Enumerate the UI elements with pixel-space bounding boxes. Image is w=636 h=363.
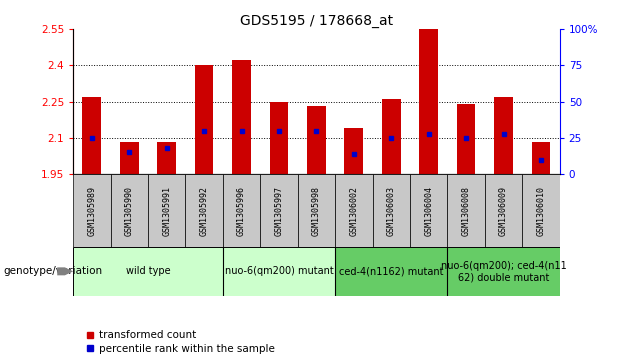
Text: GSM1306009: GSM1306009 [499,185,508,236]
Bar [195,65,214,174]
Text: nuo-6(qm200) mutant: nuo-6(qm200) mutant [225,266,333,276]
Text: ced-4(n1162) mutant: ced-4(n1162) mutant [339,266,443,276]
Bar [447,174,485,247]
Bar [120,142,139,174]
Text: wild type: wild type [126,266,170,276]
Bar [335,174,373,247]
Bar [186,174,223,247]
Bar [522,174,560,247]
Text: GSM1306010: GSM1306010 [537,185,546,236]
Text: GSM1305991: GSM1305991 [162,185,171,236]
Bar [111,174,148,247]
Bar [345,128,363,174]
Bar [335,247,447,296]
Bar [223,247,335,296]
Bar [307,106,326,174]
Bar [447,247,560,296]
Bar [485,174,522,247]
Bar [494,97,513,174]
Legend: transformed count, percentile rank within the sample: transformed count, percentile rank withi… [81,326,279,358]
Text: GSM1306003: GSM1306003 [387,185,396,236]
Text: GSM1305992: GSM1305992 [200,185,209,236]
Bar [232,61,251,174]
Bar [73,247,223,296]
Text: GSM1305990: GSM1305990 [125,185,134,236]
Bar [457,104,476,174]
Text: GSM1305997: GSM1305997 [275,185,284,236]
Title: GDS5195 / 178668_at: GDS5195 / 178668_at [240,14,393,28]
Bar [410,174,447,247]
Text: nuo-6(qm200); ced-4(n11
62) double mutant: nuo-6(qm200); ced-4(n11 62) double mutan… [441,261,567,282]
Text: GSM1306002: GSM1306002 [349,185,358,236]
Text: GSM1306004: GSM1306004 [424,185,433,236]
Bar [382,99,401,174]
Text: genotype/variation: genotype/variation [3,266,102,276]
Bar [298,174,335,247]
Bar [260,174,298,247]
Text: GSM1305989: GSM1305989 [87,185,96,236]
Bar [73,174,111,247]
Text: GSM1305996: GSM1305996 [237,185,246,236]
Bar [157,142,176,174]
Bar [148,174,186,247]
Text: GSM1305998: GSM1305998 [312,185,321,236]
Bar [419,29,438,174]
Bar [83,97,101,174]
Bar [532,142,550,174]
Bar [223,174,260,247]
Bar [270,102,288,174]
Bar [373,174,410,247]
Text: GSM1306008: GSM1306008 [462,185,471,236]
